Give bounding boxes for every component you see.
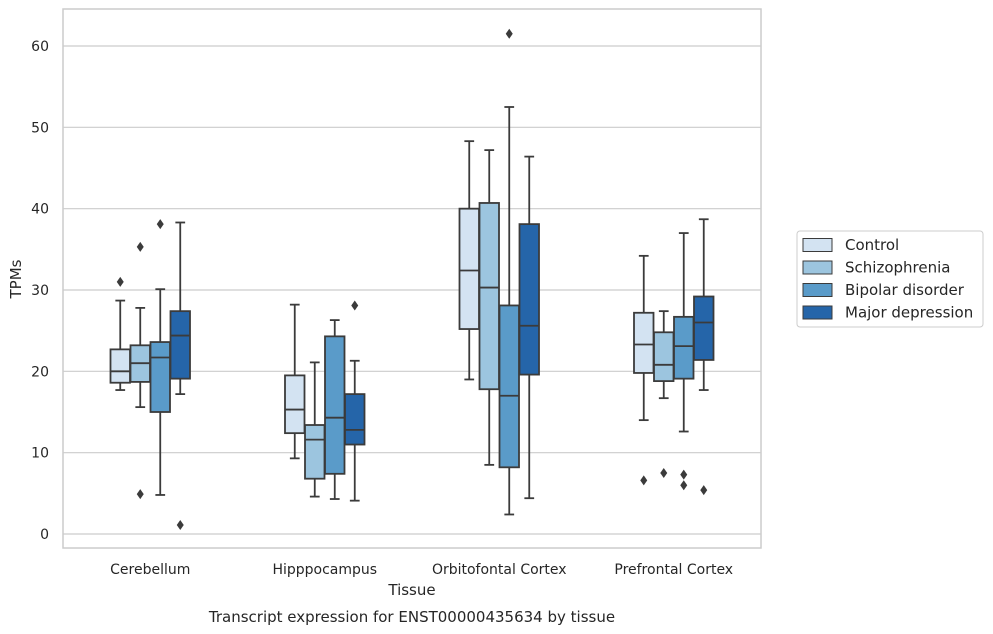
- outlier-point: [136, 489, 144, 500]
- iqr-box: [498, 304, 520, 469]
- outlier-point: [176, 520, 184, 531]
- box: [169, 221, 191, 531]
- x-tick-label: Prefrontal Cortex: [614, 562, 733, 578]
- box: [458, 140, 480, 381]
- series-bipolar-disorder: [149, 28, 695, 516]
- legend-swatch: [802, 238, 833, 252]
- iqr-box: [458, 207, 480, 330]
- box: [653, 310, 675, 478]
- outlier-point: [116, 276, 124, 287]
- iqr-box: [518, 223, 540, 376]
- box-series: [109, 28, 715, 531]
- y-axis-label: TPMs: [7, 259, 25, 299]
- x-tick-label: Orbitofontal Cortex: [432, 562, 567, 578]
- iqr-box: [169, 310, 191, 380]
- iqr-box: [324, 335, 346, 475]
- box: [149, 219, 171, 496]
- outlier-point: [136, 241, 144, 252]
- box: [693, 218, 715, 496]
- y-axis-ticks: 0 10 20 30 40 50 60: [31, 39, 49, 543]
- x-tick-label: Cerebellum: [110, 562, 190, 578]
- outlier-point: [680, 469, 688, 480]
- iqr-box: [673, 315, 695, 380]
- legend-swatch: [802, 260, 833, 275]
- y-tick-label: 30: [31, 283, 49, 299]
- y-tick-label: 40: [31, 202, 49, 218]
- legend-item: Bipolar disorder: [802, 281, 965, 299]
- iqr-box: [653, 331, 675, 382]
- box: [518, 155, 540, 500]
- legend-swatch: [802, 305, 833, 320]
- iqr-box: [284, 374, 306, 435]
- iqr-box: [109, 348, 131, 384]
- legend-item: Control: [802, 236, 899, 254]
- y-tick-label: 60: [31, 39, 49, 55]
- box: [129, 241, 151, 500]
- x-axis-label: Tissue: [387, 581, 435, 599]
- legend-label: Control: [845, 236, 899, 254]
- outlier-point: [680, 480, 688, 491]
- outlier-point: [700, 485, 708, 496]
- box: [324, 319, 346, 500]
- outlier-point: [640, 475, 648, 486]
- legend: Control Schizophrenia Bipolar disorder Majo…: [796, 230, 984, 328]
- legend-frame: [796, 230, 984, 328]
- iqr-box: [633, 311, 655, 374]
- outlier-point: [351, 300, 359, 311]
- legend-swatch: [802, 283, 833, 297]
- iqr-box: [149, 341, 171, 413]
- legend-label: Bipolar disorder: [845, 281, 965, 299]
- box: [109, 276, 131, 391]
- x-axis-ticks: Cerebellum Hipppocampus Orbitofontal Corte…: [110, 562, 733, 578]
- outlier-point: [156, 219, 164, 230]
- outlier-point: [660, 468, 668, 478]
- legend-item: Schizophrenia: [802, 259, 950, 277]
- box: [478, 149, 500, 466]
- series-major-depression: [169, 155, 715, 531]
- y-tick-label: 20: [31, 364, 49, 380]
- y-tick-label: 10: [31, 446, 49, 462]
- series-schizophrenia: [129, 149, 675, 500]
- iqr-box: [478, 202, 500, 391]
- outlier-point: [505, 28, 513, 39]
- box: [498, 28, 520, 516]
- box: [284, 303, 306, 460]
- chart-caption: Transcript expression for ENST0000043563…: [208, 608, 615, 626]
- legend-items: Control Schizophrenia Bipolar disorder Majo…: [802, 236, 973, 322]
- box: [344, 300, 366, 502]
- iqr-box: [304, 424, 326, 480]
- iqr-box: [344, 393, 366, 446]
- iqr-box: [693, 295, 715, 361]
- y-tick-label: 0: [40, 527, 49, 543]
- legend-label: Schizophrenia: [845, 259, 950, 277]
- x-tick-label: Hipppocampus: [272, 562, 377, 578]
- legend-item: Major depression: [802, 304, 973, 322]
- box: [673, 232, 695, 491]
- plot-area: [62, 8, 762, 549]
- legend-label: Major depression: [845, 304, 973, 322]
- y-tick-label: 50: [31, 120, 49, 136]
